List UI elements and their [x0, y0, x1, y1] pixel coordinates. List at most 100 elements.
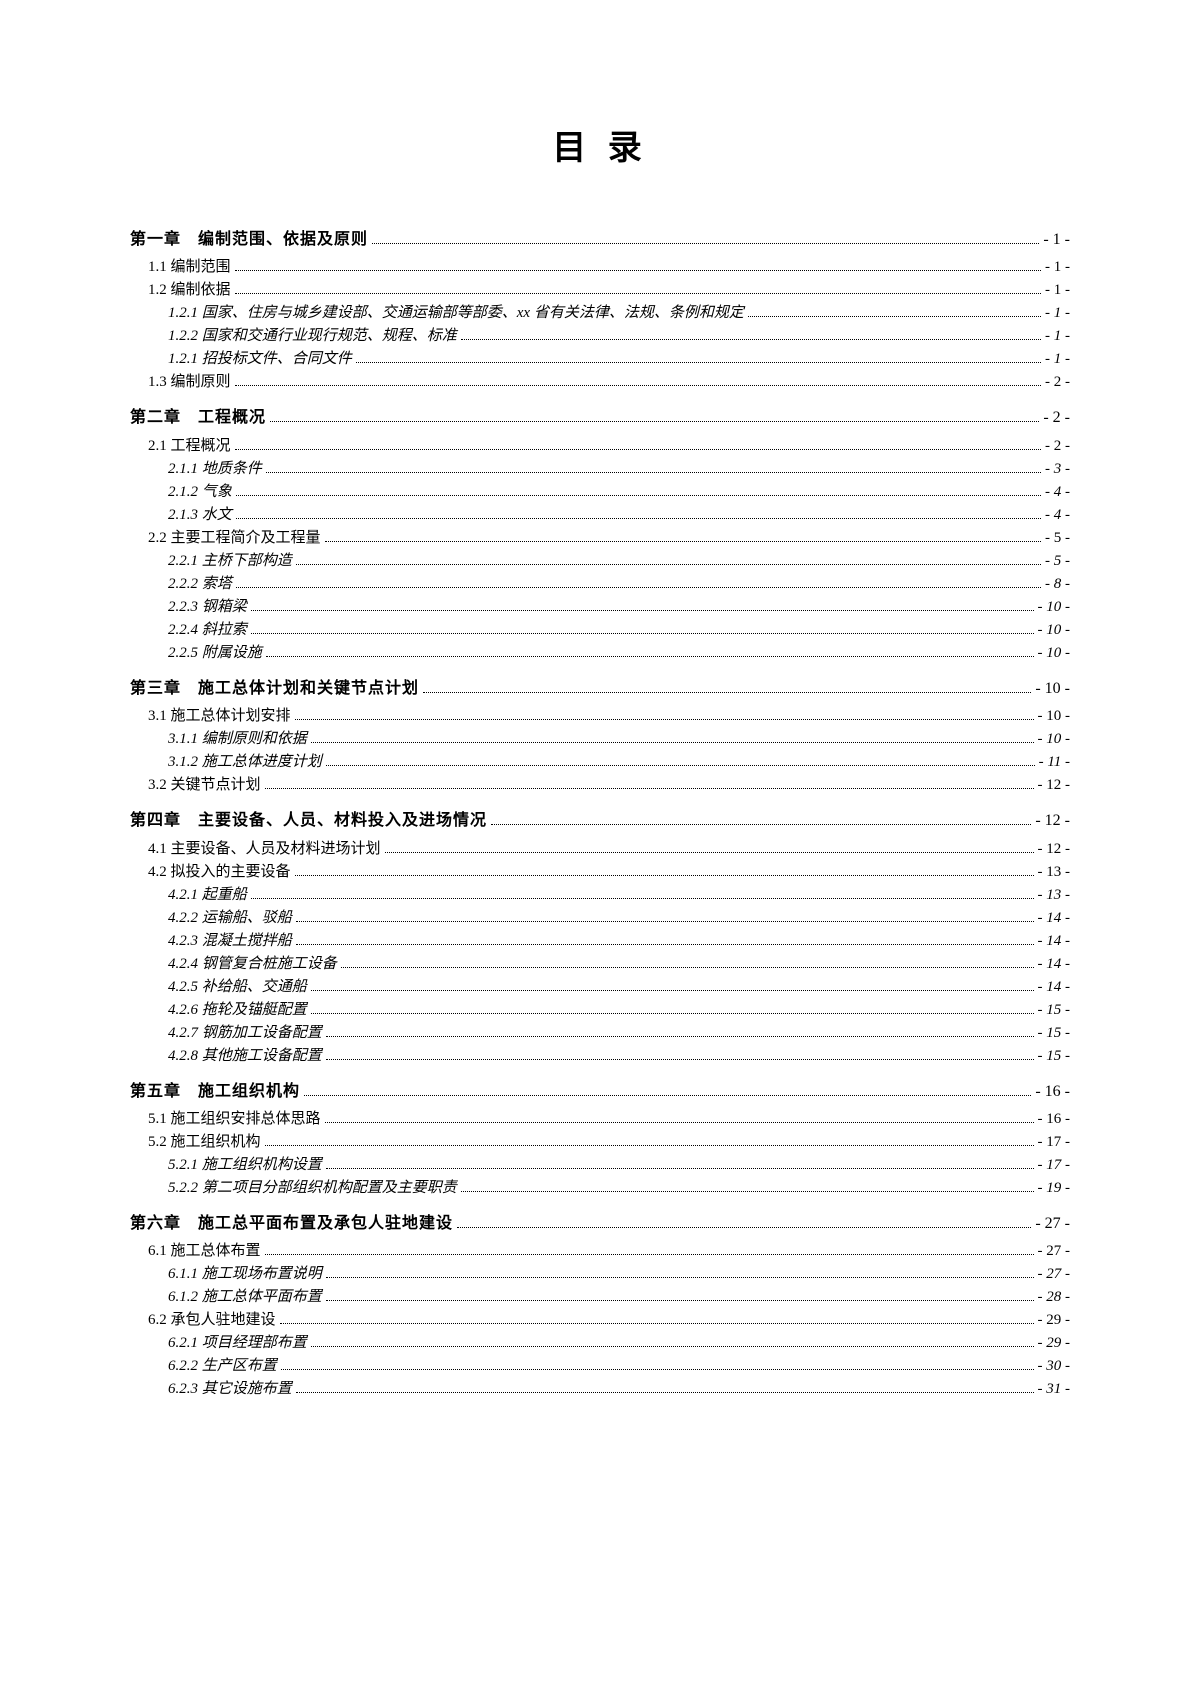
toc-label: 2.1.3 水文	[168, 505, 232, 526]
toc-page: - 11 -	[1039, 752, 1070, 773]
toc-leader	[295, 719, 1034, 720]
toc-entry: 3.1.1 编制原则和依据- 10 -	[130, 729, 1070, 750]
toc-page: - 4 -	[1045, 505, 1070, 526]
toc-entry: 5.2.1 施工组织机构设置 - 17 -	[130, 1155, 1070, 1176]
toc-leader	[235, 270, 1041, 271]
toc-page: - 10 -	[1038, 729, 1071, 750]
toc-entry: 1.3 编制原则 - 2 -	[130, 372, 1070, 393]
toc-page: - 3 -	[1045, 459, 1070, 480]
toc-label: 1.2.1 招投标文件、合同文件	[168, 349, 352, 370]
toc-entry: 2.2.4 斜拉索- 10 -	[130, 620, 1070, 641]
toc-label: 2.2.4 斜拉索	[168, 620, 247, 641]
toc-chapter: 第二章 工程概况- 2 -	[130, 407, 1070, 429]
toc-leader	[326, 1300, 1034, 1301]
toc-leader	[236, 518, 1041, 519]
toc-entry: 6.2 承包人驻地建设- 29 -	[130, 1310, 1070, 1331]
toc-label: 第五章 施工组织机构	[130, 1081, 300, 1103]
toc-page: - 13 -	[1038, 885, 1071, 906]
toc-entry: 1.2.2 国家和交通行业现行规范、规程、标准- 1 -	[130, 326, 1070, 347]
toc-entry: 4.2.1 起重船- 13 -	[130, 885, 1070, 906]
toc-leader	[296, 921, 1034, 922]
toc-leader	[457, 1227, 1031, 1228]
toc-entry: 2.1.1 地质条件 - 3 -	[130, 459, 1070, 480]
toc-entry: 5.1 施工组织安排总体思路- 16 -	[130, 1109, 1070, 1130]
toc-page: - 5 -	[1045, 551, 1070, 572]
toc-entry: 6.2.2 生产区布置- 30 -	[130, 1356, 1070, 1377]
toc-label: 4.2.6 拖轮及锚艇配置	[168, 1000, 307, 1021]
toc-label: 1.2.1 国家、住房与城乡建设部、交通运输部等部委、xx 省有关法律、法规、条…	[168, 303, 744, 324]
toc-page: - 12 -	[1038, 775, 1071, 796]
toc-chapter: 第三章 施工总体计划和关键节点计划- 10 -	[130, 678, 1070, 700]
toc-page: - 1 -	[1043, 229, 1070, 251]
toc-entry: 6.1 施工总体布置- 27 -	[130, 1241, 1070, 1262]
toc-leader	[326, 1277, 1034, 1278]
toc-label: 1.3 编制原则	[148, 372, 231, 393]
toc-leader	[266, 472, 1041, 473]
toc-leader	[295, 875, 1034, 876]
toc-page: - 14 -	[1038, 908, 1071, 929]
toc-page: - 10 -	[1035, 678, 1070, 700]
toc-label: 5.2.1 施工组织机构设置	[168, 1155, 322, 1176]
toc-entry: 2.2.5 附属设施- 10 -	[130, 643, 1070, 664]
toc-label: 4.2.8 其他施工设备配置	[168, 1046, 322, 1067]
toc-leader	[251, 610, 1034, 611]
toc-leader	[326, 765, 1035, 766]
toc-label: 6.1.2 施工总体平面布置	[168, 1287, 322, 1308]
toc-entry: 2.2.2 索塔- 8 -	[130, 574, 1070, 595]
toc-leader	[311, 1013, 1034, 1014]
toc-page: - 17 -	[1038, 1132, 1071, 1153]
toc-label: 4.2.3 混凝土搅拌船	[168, 931, 292, 952]
toc-page: - 27 -	[1035, 1213, 1070, 1235]
toc-chapter: 第一章 编制范围、依据及原则- 1 -	[130, 229, 1070, 251]
toc-entry: 4.2.6 拖轮及锚艇配置- 15 -	[130, 1000, 1070, 1021]
toc-page: - 8 -	[1045, 574, 1070, 595]
toc-label: 5.2.2 第二项目分部组织机构配置及主要职责	[168, 1178, 457, 1199]
toc-leader	[304, 1095, 1031, 1096]
toc-page: - 27 -	[1038, 1264, 1071, 1285]
toc-entry: 1.2.1 国家、住房与城乡建设部、交通运输部等部委、xx 省有关法律、法规、条…	[130, 303, 1070, 324]
toc-page: - 15 -	[1038, 1023, 1071, 1044]
toc-leader	[356, 362, 1041, 363]
toc-page: - 17 -	[1038, 1155, 1071, 1176]
toc-label: 6.2 承包人驻地建设	[148, 1310, 276, 1331]
toc-leader	[265, 1254, 1034, 1255]
toc-entry: 4.2.2 运输船、驳船- 14 -	[130, 908, 1070, 929]
toc-page: - 2 -	[1043, 407, 1070, 429]
toc-leader	[236, 495, 1041, 496]
toc-entry: 1.2 编制依据- 1 -	[130, 280, 1070, 301]
toc-label: 5.1 施工组织安排总体思路	[148, 1109, 321, 1130]
page-container: 目 录 第一章 编制范围、依据及原则- 1 -1.1 编制范围- 1 -1.2 …	[0, 0, 1200, 1697]
toc-label: 4.2.5 补给船、交通船	[168, 977, 307, 998]
toc-label: 2.2 主要工程简介及工程量	[148, 528, 321, 549]
toc-page: - 13 -	[1038, 862, 1071, 883]
toc-leader	[325, 1122, 1034, 1123]
toc-leader	[311, 1346, 1034, 1347]
toc-entry: 4.2.5 补给船、交通船 - 14 -	[130, 977, 1070, 998]
toc-label: 4.1 主要设备、人员及材料进场计划	[148, 839, 381, 860]
toc-page: - 2 -	[1045, 372, 1070, 393]
toc-label: 6.2.2 生产区布置	[168, 1356, 277, 1377]
toc-entry: 6.1.1 施工现场布置说明- 27 -	[130, 1264, 1070, 1285]
toc-label: 2.1.1 地质条件	[168, 459, 262, 480]
toc-page: - 14 -	[1038, 977, 1071, 998]
toc-label: 第六章 施工总平面布置及承包人驻地建设	[130, 1213, 453, 1235]
toc-label: 4.2.7 钢筋加工设备配置	[168, 1023, 322, 1044]
toc-chapter: 第五章 施工组织机构- 16 -	[130, 1081, 1070, 1103]
toc-page: - 12 -	[1038, 839, 1071, 860]
toc-entry: 4.2.3 混凝土搅拌船- 14 -	[130, 931, 1070, 952]
toc-chapter: 第四章 主要设备、人员、材料投入及进场情况- 12 -	[130, 810, 1070, 832]
toc-label: 第四章 主要设备、人员、材料投入及进场情况	[130, 810, 487, 832]
doc-title: 目 录	[130, 120, 1070, 169]
toc-entry: 4.2 拟投入的主要设备- 13 -	[130, 862, 1070, 883]
toc-page: - 29 -	[1038, 1333, 1071, 1354]
toc-leader	[326, 1059, 1034, 1060]
toc-leader	[270, 421, 1039, 422]
toc-leader	[385, 852, 1034, 853]
toc-leader	[235, 293, 1041, 294]
toc-label: 3.1.2 施工总体进度计划	[168, 752, 322, 773]
toc-leader	[235, 385, 1041, 386]
toc-leader	[266, 656, 1034, 657]
toc-leader	[235, 449, 1041, 450]
toc-page: - 1 -	[1045, 280, 1070, 301]
toc-leader	[281, 1369, 1034, 1370]
